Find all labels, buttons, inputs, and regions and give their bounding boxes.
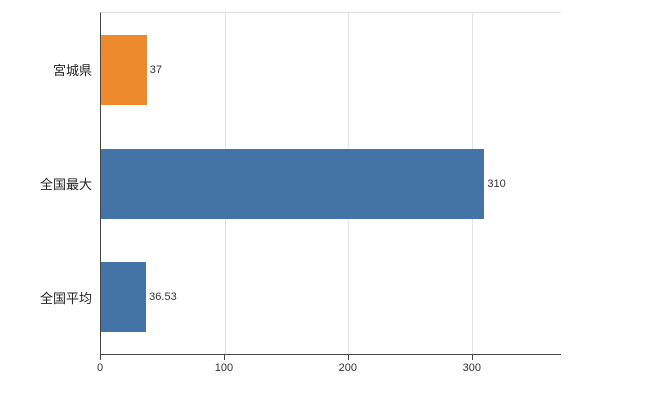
category-label-全国平均: 全国平均	[39, 291, 92, 307]
bars-container: 37 310 36.53	[101, 13, 561, 354]
x-tick-label-0: 0	[96, 362, 104, 374]
x-tick-label-200: 200	[338, 362, 358, 374]
x-axis-ticks	[100, 355, 561, 361]
bar-全国最大[interactable]	[101, 148, 485, 219]
bar-value-label: 36.53	[149, 291, 177, 304]
category-label-宮城県: 宮城県	[52, 62, 92, 78]
x-tick-300	[471, 355, 473, 360]
bar-value-label: 37	[149, 63, 162, 76]
x-tick-100	[223, 355, 225, 360]
bar-row: 37	[101, 13, 561, 127]
y-axis-category-labels: 宮城県全国最大全国平均	[0, 12, 92, 355]
plot-area: 37 310 36.53	[100, 12, 561, 355]
bar-宮城県[interactable]	[101, 34, 147, 105]
bar-value-label: 310	[487, 177, 506, 190]
bar-全国平均[interactable]	[101, 262, 147, 333]
x-tick-label-300: 300	[462, 362, 481, 374]
category-label-全国最大: 全国最大	[39, 176, 92, 192]
bar-row: 310	[101, 127, 561, 241]
x-axis-tick-labels: 0 100 200 300	[96, 362, 561, 378]
x-tick-label-100: 100	[214, 362, 234, 374]
x-tick-200	[347, 355, 349, 360]
bar-row: 36.53	[101, 240, 561, 354]
x-tick-0	[100, 355, 101, 360]
